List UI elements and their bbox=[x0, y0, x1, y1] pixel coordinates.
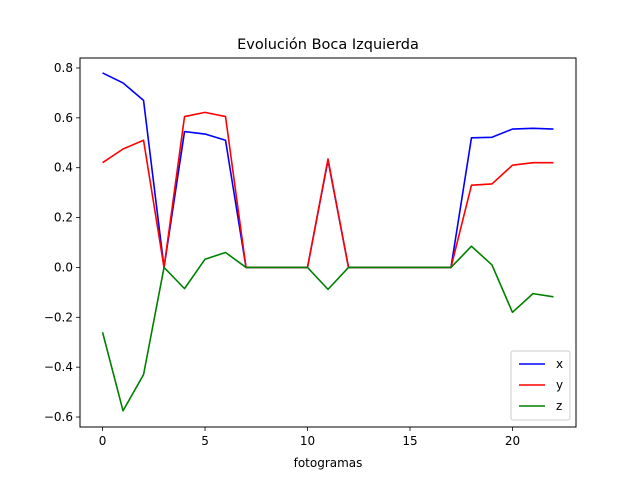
y-tick-label: −0.4 bbox=[44, 360, 73, 374]
series-line-z bbox=[101, 245, 554, 412]
x-axis-title: fotogramas bbox=[294, 456, 363, 470]
y-tick-label: −0.6 bbox=[44, 410, 73, 424]
x-tick-label: 0 bbox=[99, 434, 107, 448]
series-line-y bbox=[102, 111, 554, 269]
y-tick-label: −0.2 bbox=[44, 310, 73, 324]
series-layer bbox=[101, 72, 554, 412]
x-tick-label: 15 bbox=[402, 434, 417, 448]
legend: xyz bbox=[510, 350, 571, 421]
legend-label-z: z bbox=[556, 399, 562, 413]
x-tick-label: 20 bbox=[505, 434, 520, 448]
y-tick-label: 0.8 bbox=[54, 61, 73, 75]
y-tick-label: 0.2 bbox=[54, 211, 73, 225]
legend-label-y: y bbox=[556, 378, 563, 392]
x-tick-label: 5 bbox=[201, 434, 209, 448]
axes-layer: 0 5 10 15 20 −0.6 −0.4 −0.2 0.0 0.2 0.4 0.6 0.8 bbox=[44, 61, 520, 448]
plot-frame bbox=[79, 57, 577, 428]
x-tick-label: 10 bbox=[300, 434, 315, 448]
y-tick-label: 0.6 bbox=[54, 111, 73, 125]
legend-label-x: x bbox=[556, 357, 563, 371]
y-tick-label: 0.4 bbox=[54, 161, 73, 175]
chart-title: Evolución Boca Izquierda bbox=[237, 37, 419, 53]
y-tick-label: 0.0 bbox=[54, 260, 73, 274]
